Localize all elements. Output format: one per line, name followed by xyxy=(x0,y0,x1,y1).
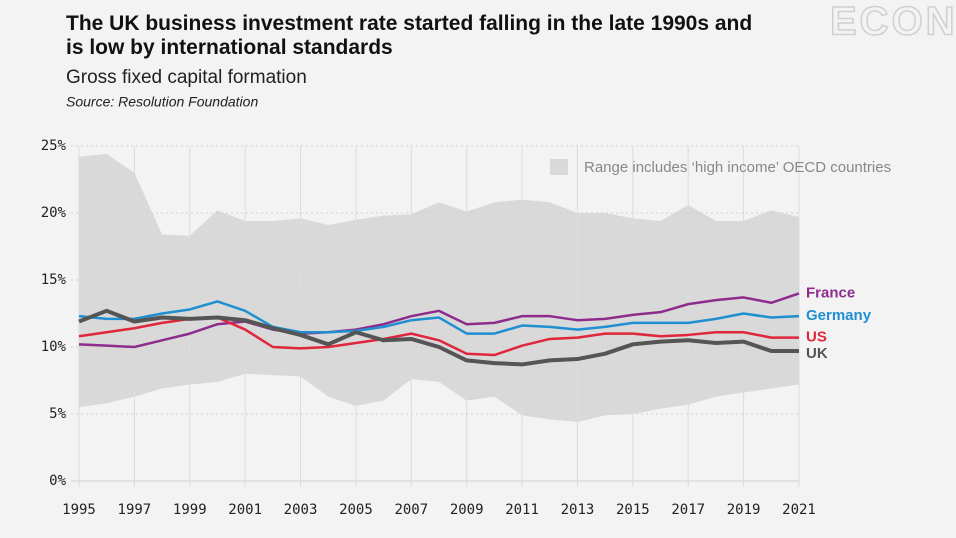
chart-title: The UK business investment rate started … xyxy=(66,12,752,59)
plot-area: 0% 5% 10% 15% 20% 25% 1995 1997 1999 2001 2003 2005… xyxy=(41,138,891,518)
y-tick-label: 15% xyxy=(41,272,67,288)
line-series xyxy=(78,308,799,367)
y-tick-label: 20% xyxy=(41,205,67,221)
x-tick-label: 2013 xyxy=(561,502,595,518)
x-tick-label: 2019 xyxy=(727,502,761,518)
legend-label: Range includes ‘high income’ OECD countr… xyxy=(584,159,891,176)
line-series xyxy=(78,292,800,349)
x-tick-label: 2003 xyxy=(284,502,318,518)
x-tick-label: 2017 xyxy=(671,502,705,518)
y-tick-label: 25% xyxy=(41,138,67,154)
chart-source: Source: Resolution Foundation xyxy=(66,94,258,110)
range-band xyxy=(79,154,799,423)
y-tick-label: 0% xyxy=(49,473,66,489)
line-series xyxy=(78,300,800,335)
x-tick-label: 2001 xyxy=(228,502,262,518)
legend-swatch xyxy=(550,159,568,175)
x-tick-label: 2011 xyxy=(505,502,539,518)
series-label: France xyxy=(806,284,855,301)
watermark: ECON xyxy=(830,0,956,44)
x-tick-label: 2015 xyxy=(616,502,650,518)
x-tick-label: 2005 xyxy=(339,502,373,518)
x-tick-label: 2021 xyxy=(782,502,816,518)
x-tick-label: 2009 xyxy=(450,502,484,518)
x-tick-label: 2007 xyxy=(394,502,428,518)
x-tick-label: 1995 xyxy=(62,502,96,518)
chart-subtitle: Gross fixed capital formation xyxy=(66,67,307,88)
series-label: UK xyxy=(806,345,828,362)
x-tick-label: 1999 xyxy=(173,502,207,518)
y-tick-label: 10% xyxy=(41,339,67,355)
series-label: US xyxy=(806,329,827,346)
series-label: Germany xyxy=(806,307,872,324)
y-tick-label: 5% xyxy=(49,406,66,422)
x-tick-label: 1997 xyxy=(118,502,152,518)
